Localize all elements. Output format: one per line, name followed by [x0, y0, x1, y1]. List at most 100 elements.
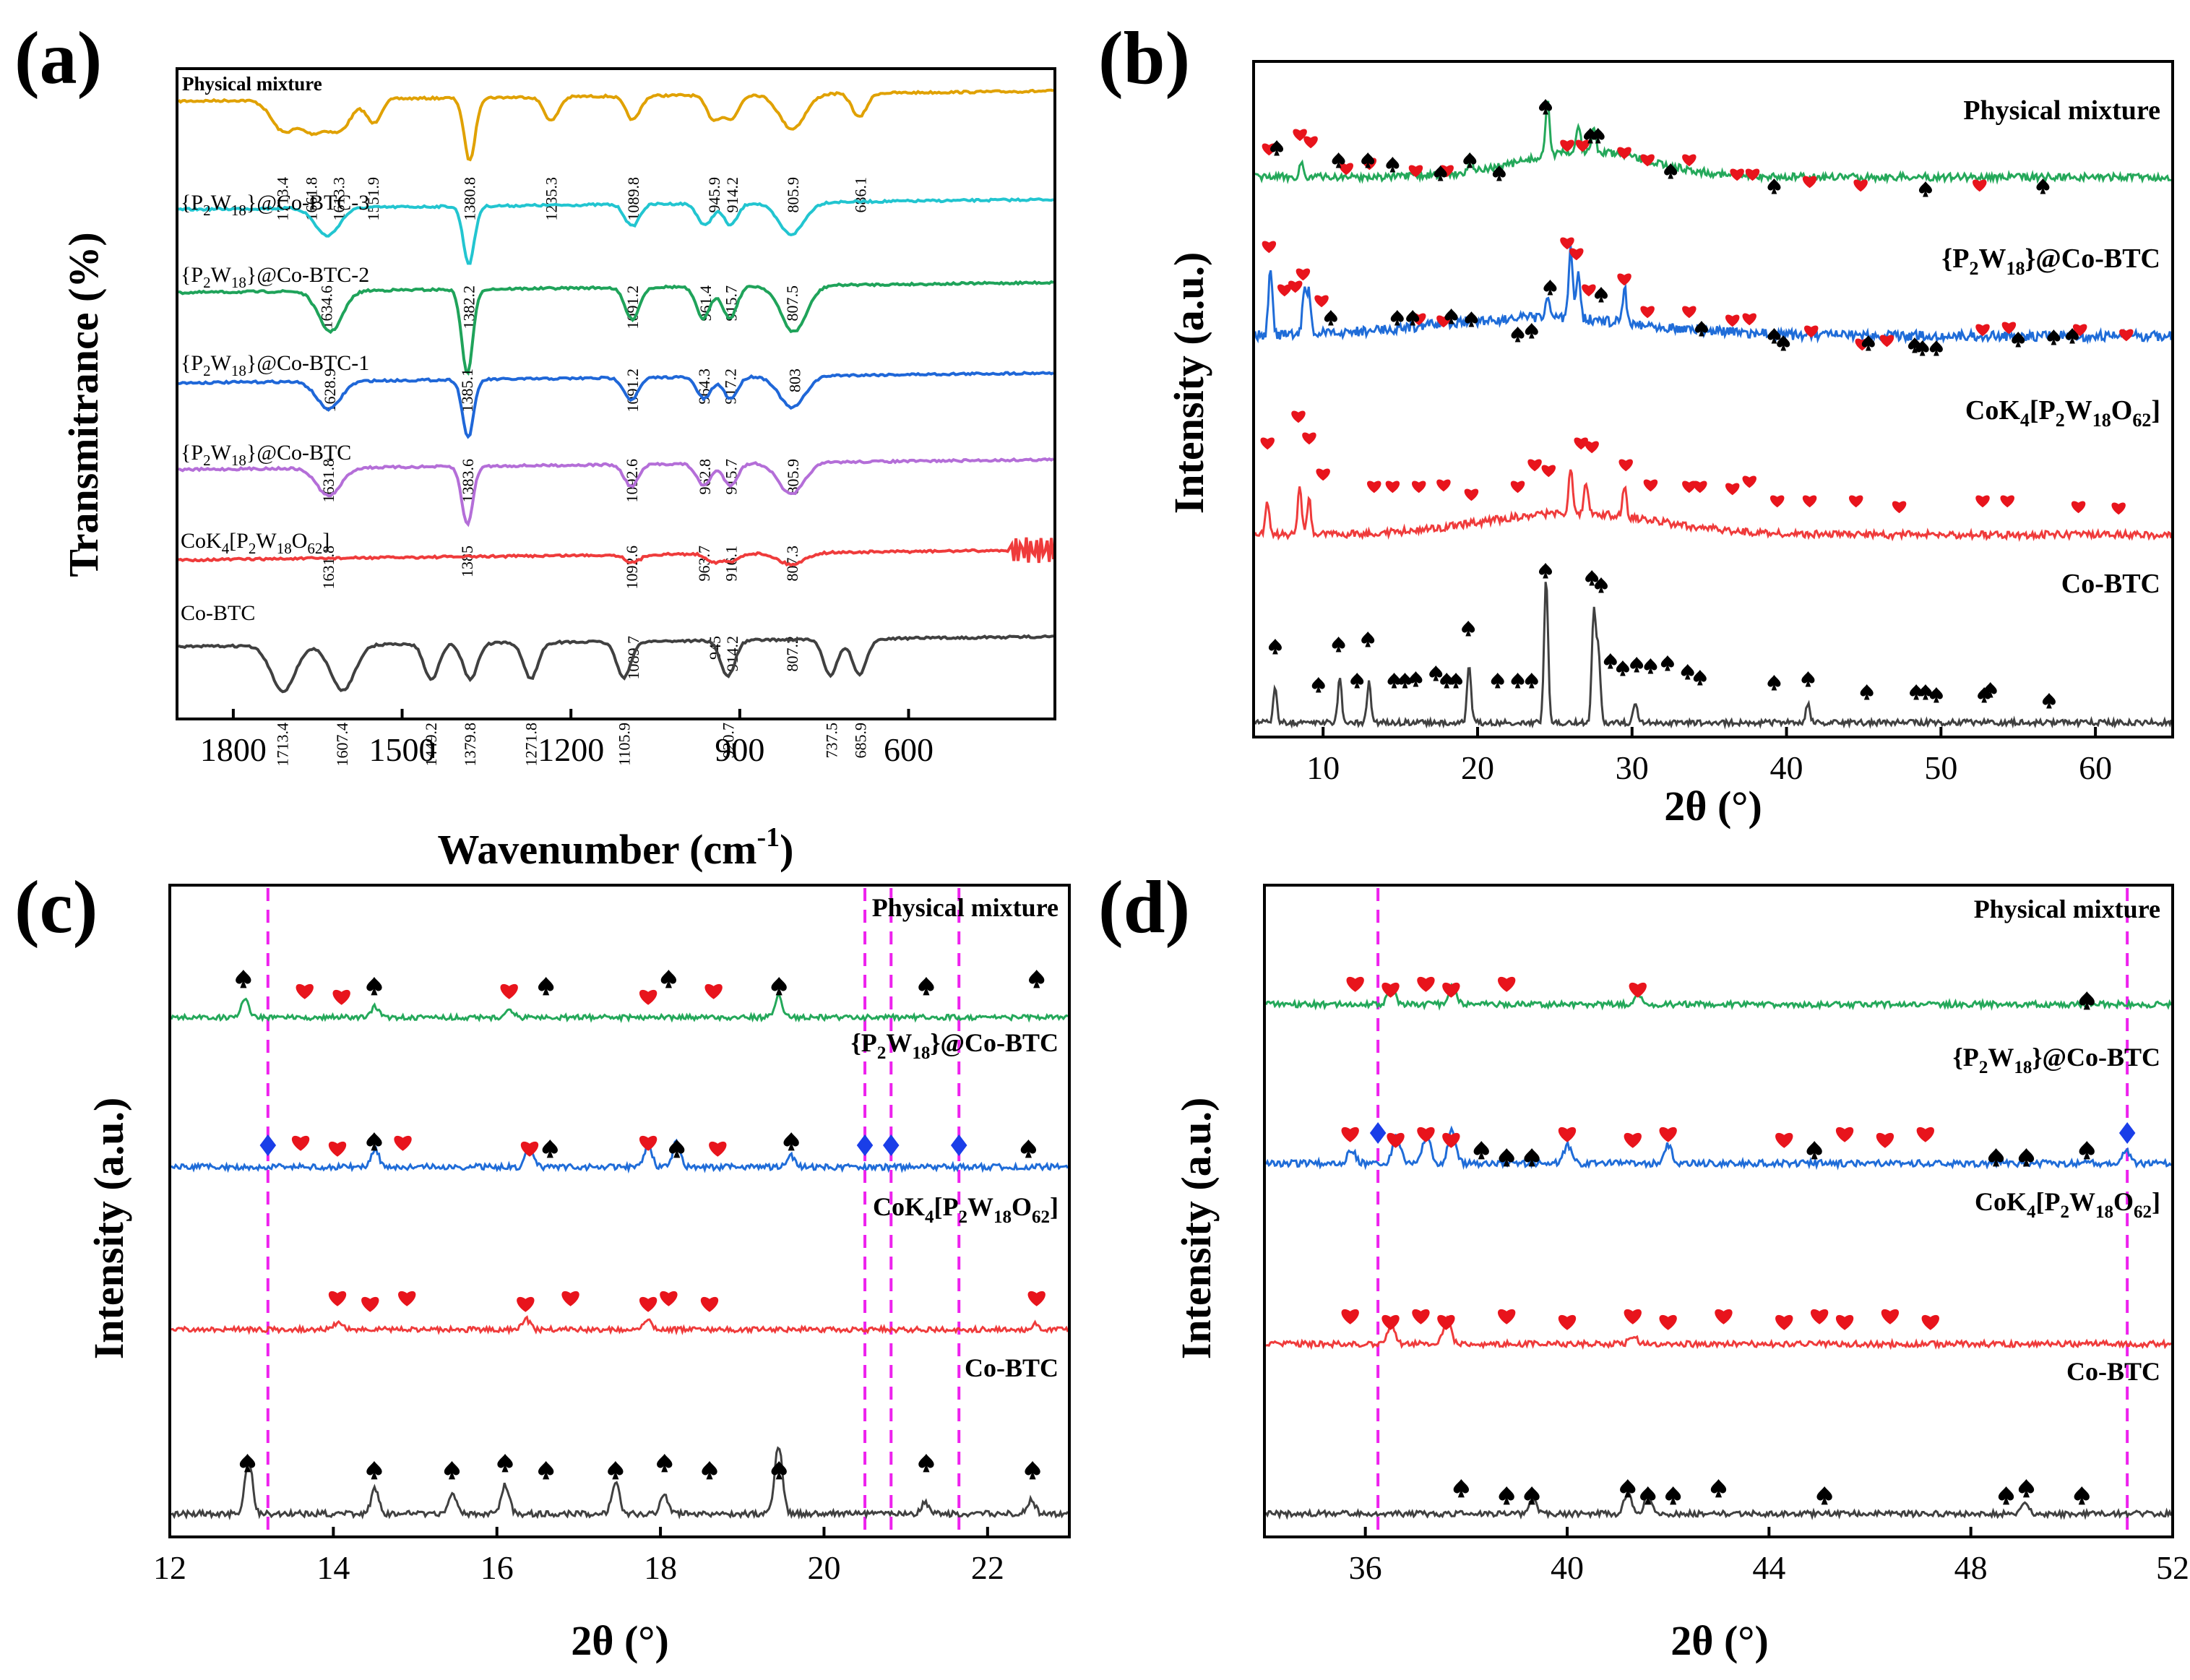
- panel-c-spade-3-7: [702, 1461, 717, 1480]
- panel-a-peak-label-co-btc-4: 1271.8: [522, 723, 540, 767]
- panel-b-heart-2-22: [1849, 495, 1863, 508]
- panel-c-diamond-1-2: [883, 1134, 900, 1156]
- panel-a-x-tick-label-1: 1500: [369, 731, 436, 768]
- panel-a-peak-label-co-btc-3: 1379.8: [461, 723, 479, 767]
- panel-b-heart-0-14: [1802, 176, 1817, 189]
- panel-b-heart-2-5: [1385, 481, 1400, 494]
- panel-b-heart-2-2: [1302, 432, 1316, 445]
- panel-c-heart-2-8: [1027, 1291, 1046, 1306]
- panel-d-heart-0-5: [1629, 982, 1647, 998]
- panel-c-heart-2-0: [328, 1291, 347, 1306]
- panel-b-heart-2-12: [1574, 437, 1588, 450]
- panel-b-heart-2-7: [1436, 479, 1451, 492]
- panel-b-spade-1-4: [1465, 311, 1478, 327]
- panel-c-spade-1-1: [542, 1140, 558, 1158]
- panel-d-heart-1-8: [1835, 1127, 1854, 1142]
- panel-b-x-ticks: 10 20 30 40 50 60: [1306, 727, 2112, 786]
- panel-d-heart-1-2: [1417, 1127, 1435, 1142]
- panel-b-heart-1-19: [2001, 322, 2017, 335]
- panel-d-heart-2-0: [1341, 1309, 1359, 1324]
- panel-d-heart-2-9: [1775, 1314, 1793, 1330]
- panel-d-spade-1-1: [1499, 1148, 1514, 1167]
- panel-c-xlabel: 2θ (°): [571, 1617, 669, 1664]
- panel-b-heart-1-21: [2119, 329, 2134, 342]
- panel-d-x-tick-label-2: 44: [1752, 1549, 1785, 1586]
- panel-d-trace-co-btc: [1264, 1486, 2173, 1520]
- panel-b-heart-1-3: [1296, 268, 1311, 281]
- panel-a-peak-label-physical-mixture-3: 1551.9: [364, 177, 382, 221]
- panel-a-peak-label-physical-mixture-7: 945.9: [705, 177, 723, 213]
- panel-c-spade-3-0: [239, 1454, 256, 1473]
- panel-b-heart-0-3: [1339, 163, 1354, 176]
- panel-b-heart-1-2: [1288, 280, 1303, 293]
- panel-c-spade-0-3: [660, 970, 677, 988]
- panel-c-spade-1-3: [783, 1132, 799, 1151]
- panel-b-spade-0-4: [1434, 165, 1447, 181]
- panel-a-trace-physical-mixture: [177, 88, 1054, 162]
- panel-b-xlabel: 2θ (°): [1664, 783, 1762, 830]
- panel-b-spade-2-22: [1660, 655, 1674, 671]
- panel-b-heart-2-0: [1260, 437, 1275, 450]
- panel-d-heart-0-2: [1417, 976, 1435, 992]
- panel-b-heart-1-13: [1725, 314, 1740, 327]
- panel-b-heart-1-8: [1569, 248, 1584, 261]
- panel-c-spade-0-1: [366, 977, 382, 996]
- panel-c-heart-2-6: [660, 1291, 678, 1306]
- panel-c-spade-0-0: [236, 970, 251, 988]
- panel-b-heart-2-27: [2111, 502, 2126, 515]
- panel-a-label-p2w18-cobtc: {P2W18}@Co-BTC: [181, 441, 351, 469]
- panel-b-heart-1-15: [1804, 325, 1819, 338]
- panel-b-heart-0-11: [1682, 154, 1697, 167]
- panel-b-spade-2-11: [1462, 621, 1475, 637]
- panel-b-spade-0-5: [1463, 152, 1477, 168]
- panel-b-spade-1-17: [2047, 329, 2061, 345]
- panel-c-trace-physical-mixture: [170, 991, 1069, 1023]
- panel-a-peak-label-p2w18-co-btc-3-0: 1634.6: [318, 285, 336, 329]
- panel-c-heart-2-3: [517, 1296, 535, 1312]
- panel-c-trace-p2w18-co-btc: [170, 1138, 1069, 1174]
- panel-a-trace-p2w18-co-btc-3: [178, 197, 1054, 265]
- panel-d-spade-1-4: [1988, 1148, 2004, 1167]
- panel-a-peak-label-co-btc-1: 1607.4: [333, 723, 351, 767]
- panel-a-peak-label-physical-mixture-9: 805.9: [784, 177, 802, 213]
- panel-d: (d) Intensity (a.u.) 36 40 44 48 52 2θ (°) P…: [1098, 866, 2189, 1664]
- panel-a-plot: 1713.4 1661.8 1613.3 1551.9 1380.8 1235.3 1089…: [177, 88, 1055, 767]
- panel-b-spade-2-30: [1929, 687, 1943, 703]
- panel-a-peak-label-p2w18-co-btc-3-5: 807.5: [783, 285, 801, 322]
- panel-b-spade-2-16: [1585, 570, 1599, 586]
- panel-a-peak-label-p2w18-co-btc-0: 1631.8: [319, 546, 337, 590]
- panel-a-peak-label-physical-mixture-6: 1089.8: [624, 177, 642, 221]
- panel-c-ylabel: Intensity (a.u.): [85, 1098, 132, 1360]
- panel-d-label-physical-mixture: Physical mixture: [1974, 895, 2160, 923]
- panel-d-ylabel: Intensity (a.u.): [1173, 1098, 1220, 1360]
- panel-b-letter: (b): [1098, 17, 1190, 100]
- panel-a-peak-label-co-btc-6: 920.7: [720, 723, 738, 758]
- panel-d-heart-0-3: [1442, 982, 1460, 998]
- panel-c-label-physical-mixture: Physical mixture: [872, 893, 1059, 922]
- panel-d-heart-2-6: [1624, 1309, 1642, 1324]
- panel-b-spade-1-2: [1406, 310, 1420, 326]
- panel-b-heart-2-19: [1742, 475, 1756, 488]
- panel-c-label-p2w18-cobtc: {P2W18}@Co-BTC: [851, 1028, 1059, 1063]
- panel-b-heart-0-8: [1575, 139, 1590, 152]
- panel-a-peak-label-co-btc-2: 1449.2: [422, 723, 440, 767]
- panel-c-heart-2-2: [398, 1291, 416, 1306]
- panel-d-x-ticks: 36 40 44 48 52: [1349, 1527, 2189, 1586]
- panel-c-heart-0-0: [296, 983, 314, 999]
- panel-b-heart-2-21: [1802, 495, 1817, 508]
- panel-a-label-cobtc: Co-BTC: [181, 601, 255, 625]
- panel-b-heart-0-15: [1853, 179, 1868, 192]
- panel-b-heart-1-4: [1314, 295, 1329, 308]
- panel-b-spade-2-10: [1449, 673, 1463, 689]
- panel-b-heart-1-18: [1975, 324, 1990, 337]
- panel-b-heart-1-17: [1879, 335, 1894, 348]
- panel-d-spade-1-0: [1473, 1141, 1489, 1160]
- panel-d-heart-2-8: [1715, 1309, 1733, 1324]
- panel-b-spade-0-13: [2036, 178, 2050, 194]
- panel-c-heart-1-3: [520, 1141, 539, 1157]
- panel-b-heart-2-10: [1527, 459, 1542, 472]
- panel-b-spade-2-12: [1491, 673, 1504, 689]
- panel-d-spade-3-1: [1499, 1486, 1514, 1505]
- panel-b-spade-2-27: [1860, 684, 1874, 700]
- panel-d-heart-2-2: [1412, 1309, 1430, 1324]
